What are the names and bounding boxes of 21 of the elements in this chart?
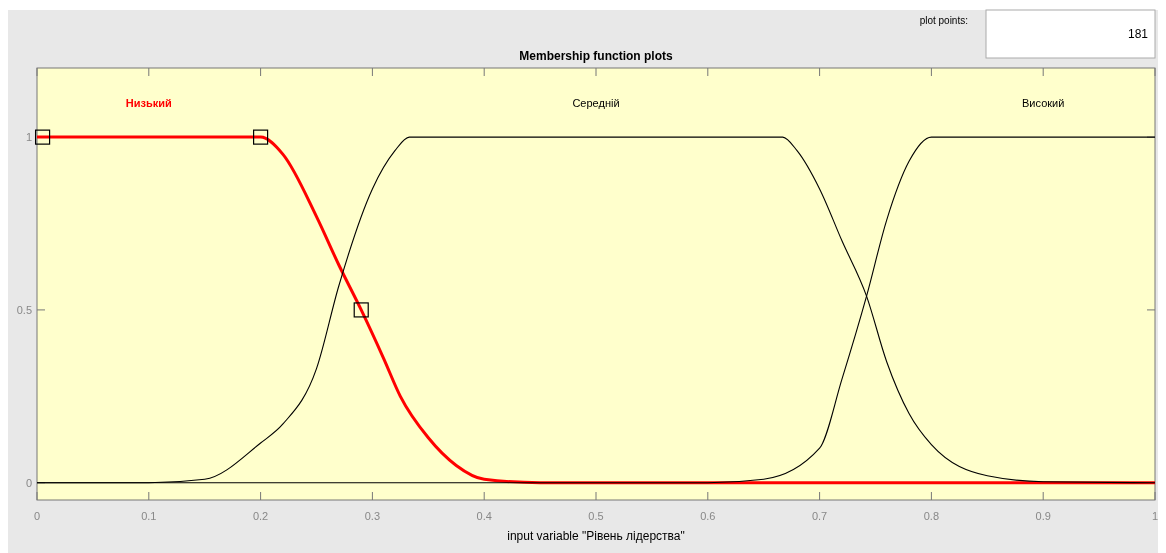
- y-tick-label: 0.5: [16, 303, 32, 316]
- chart-title: Membership function plots: [519, 49, 673, 63]
- x-tick-label: 0.5: [588, 510, 604, 522]
- text: Низький: [125, 97, 172, 109]
- x-tick-label: 0.8: [923, 510, 940, 522]
- x-tick-label: 0.7: [811, 510, 828, 522]
- x-tick-label: 0.6: [700, 510, 716, 522]
- x-tick-label: 0.4: [476, 510, 492, 522]
- y-tick-label: 1: [25, 131, 32, 144]
- x-tick-label: 0.2: [252, 510, 269, 522]
- x-tick-label: 0: [33, 510, 41, 522]
- x-axis-title: input variable "Рівень лідерства": [507, 529, 685, 543]
- x-tick-label: 0.1: [141, 510, 157, 522]
- x-tick-label: 1: [1151, 510, 1159, 522]
- text: Середній: [572, 97, 620, 109]
- x-tick-label: 0.3: [364, 510, 381, 522]
- x-tick-label: 0.9: [1035, 510, 1051, 522]
- text: Високий: [1022, 97, 1065, 109]
- text: 181: [1127, 27, 1149, 41]
- y-tick-label: 0: [25, 476, 32, 489]
- text: plot points:: [919, 15, 968, 26]
